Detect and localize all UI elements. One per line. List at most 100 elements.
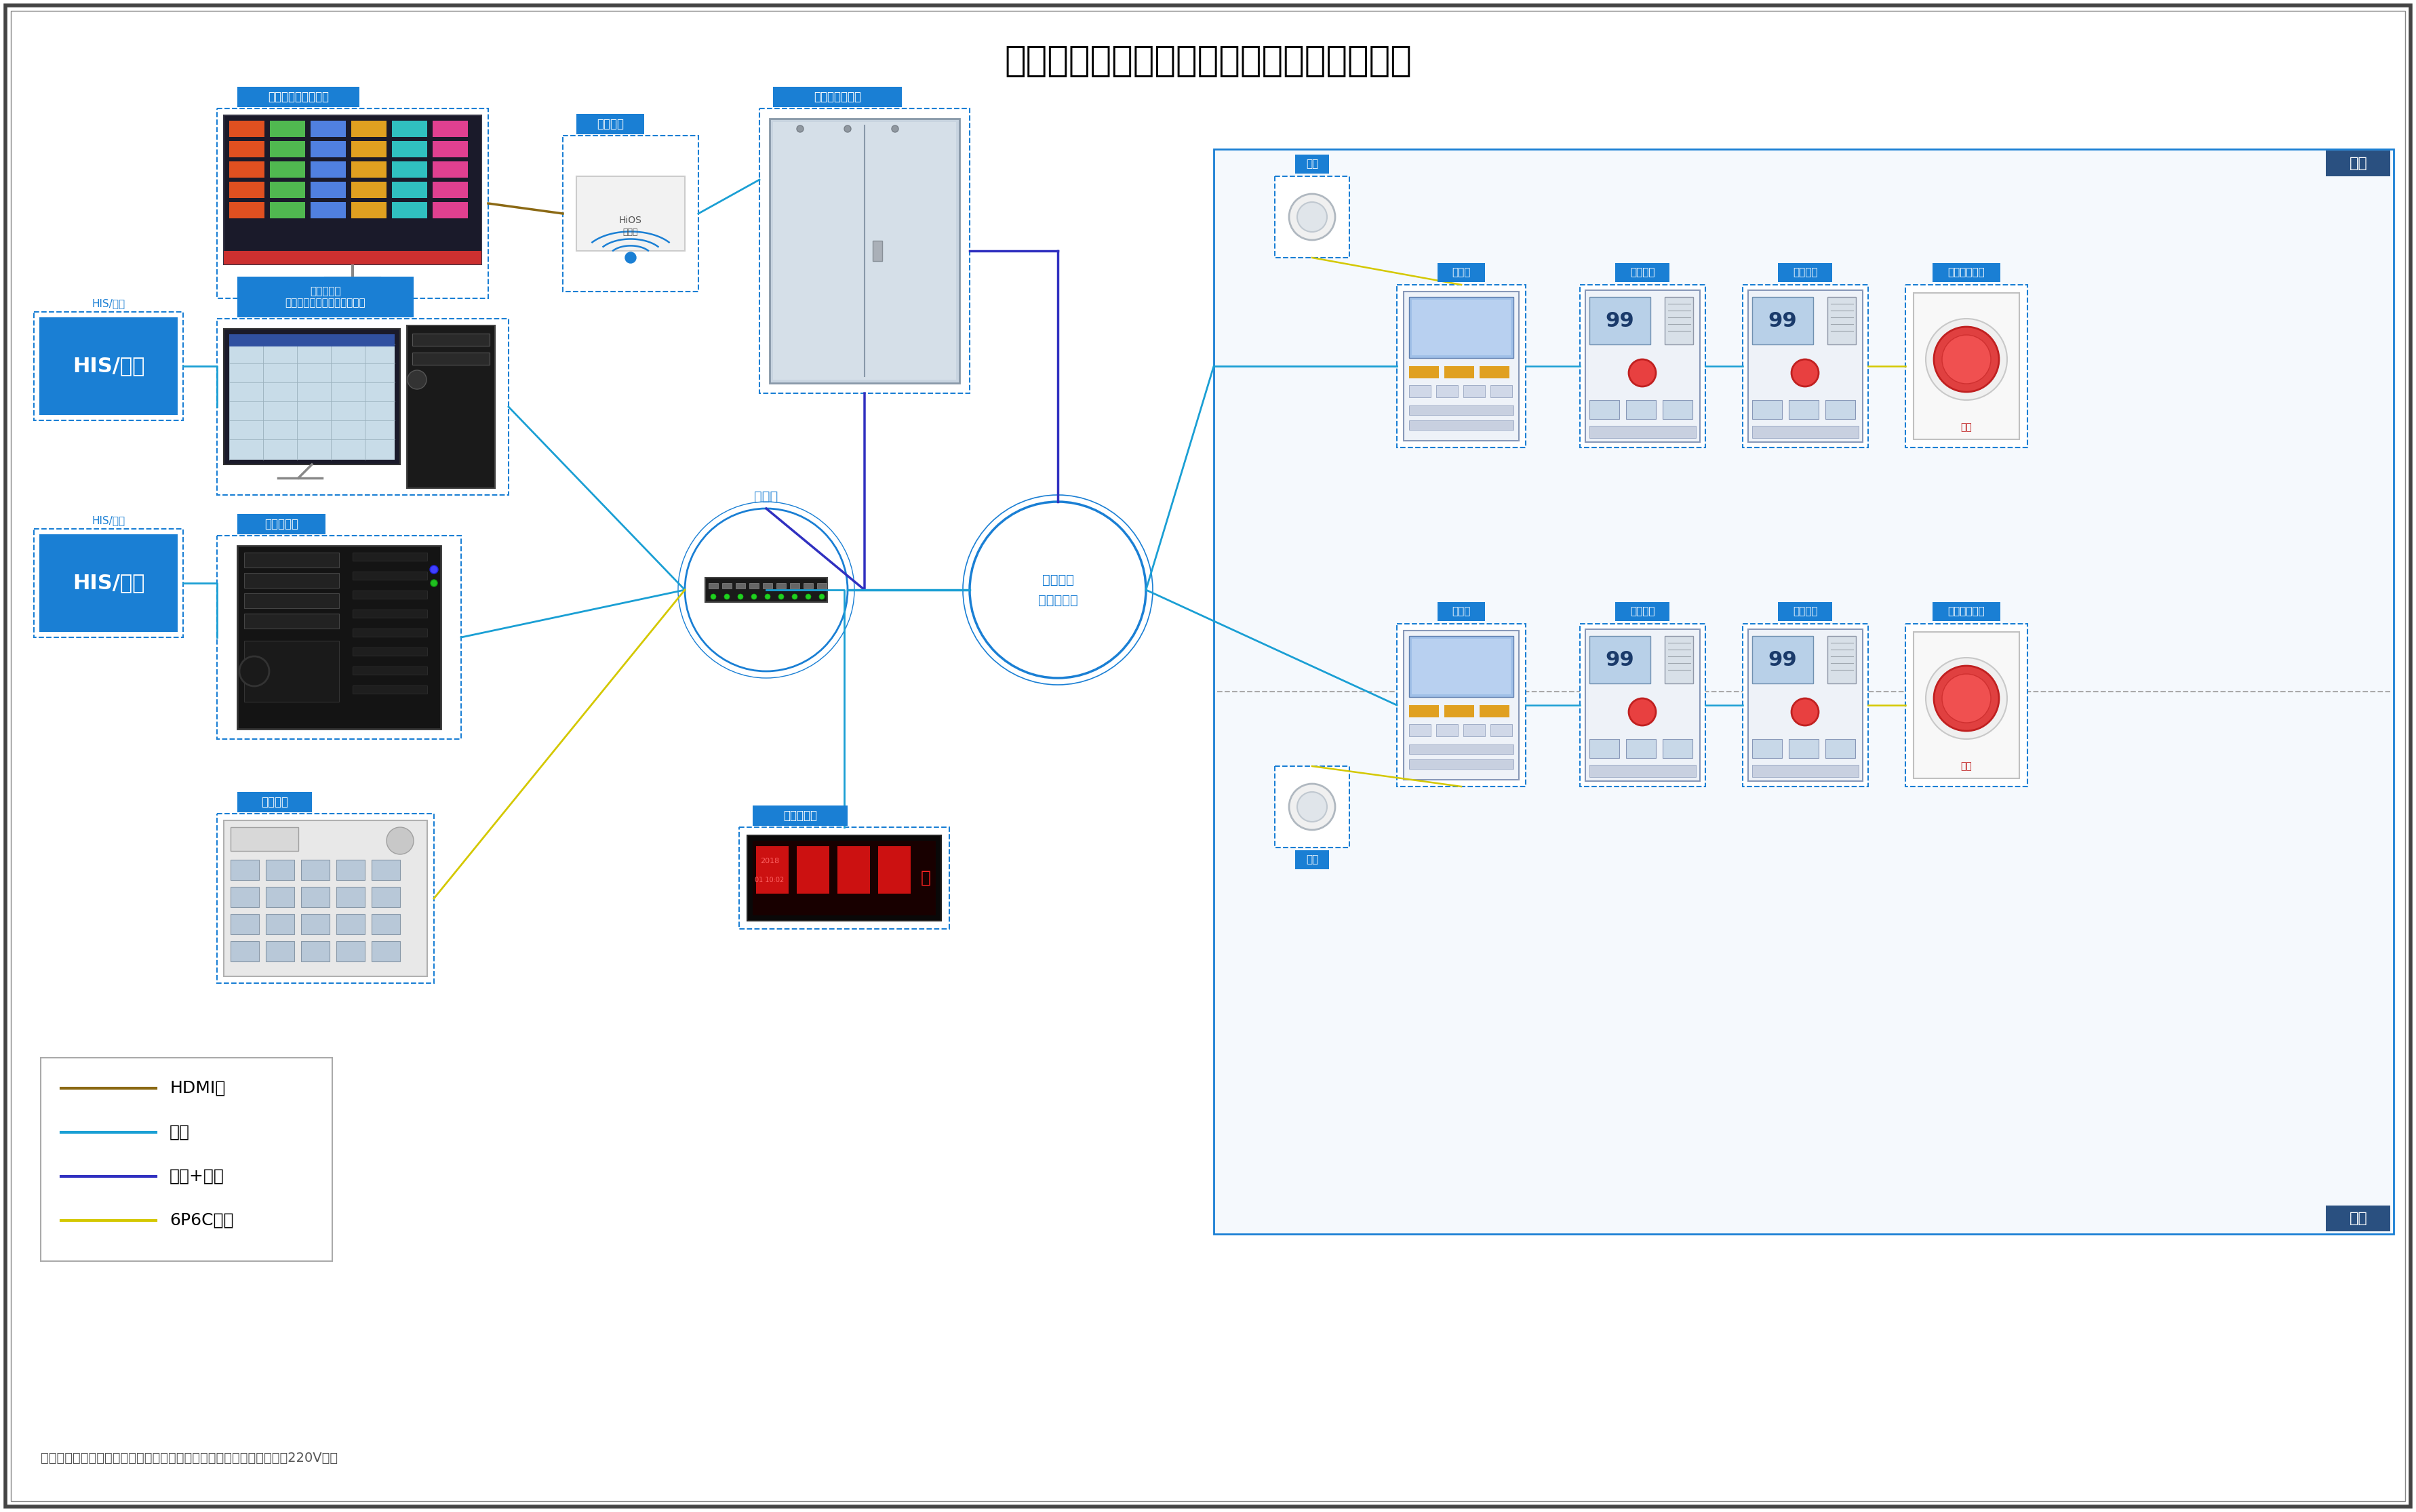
Bar — [312, 181, 345, 198]
Bar — [312, 162, 345, 177]
Bar — [350, 141, 387, 157]
Bar — [237, 277, 413, 318]
Bar — [413, 352, 490, 364]
Bar — [1665, 296, 1694, 345]
Bar — [1464, 386, 1486, 398]
Text: 防水紧急按钮: 防水紧急按钮 — [1947, 268, 1986, 278]
Bar — [1590, 426, 1696, 438]
Text: 床头分机: 床头分机 — [1631, 606, 1655, 617]
Circle shape — [626, 253, 635, 263]
Bar — [302, 860, 329, 880]
Bar — [225, 821, 428, 977]
Bar — [225, 251, 481, 265]
Circle shape — [1926, 658, 2008, 739]
Circle shape — [843, 125, 850, 132]
Text: 注：服务器、护士主机、信息看板、走廊显示屏、电源网络交换机均接220V电源: 注：服务器、护士主机、信息看板、走廊显示屏、电源网络交换机均接220V电源 — [41, 1452, 338, 1464]
Bar — [372, 940, 401, 962]
Bar — [1464, 724, 1486, 736]
Bar — [1778, 263, 1831, 283]
Bar — [230, 940, 259, 962]
Circle shape — [430, 565, 437, 573]
Text: 99: 99 — [1769, 311, 1798, 331]
Bar — [1295, 154, 1329, 174]
Text: 病房: 病房 — [2348, 157, 2368, 171]
Bar — [1491, 386, 1512, 398]
Text: 静: 静 — [920, 869, 930, 886]
Bar — [1752, 296, 1812, 345]
Bar — [1662, 401, 1694, 419]
Bar — [336, 888, 365, 907]
Bar — [1580, 624, 1706, 786]
Circle shape — [725, 594, 730, 599]
Bar — [372, 913, 401, 934]
Bar — [1826, 401, 1855, 419]
Bar — [737, 584, 744, 588]
Bar — [217, 109, 488, 298]
Bar — [391, 181, 428, 198]
Circle shape — [1926, 319, 2008, 401]
Bar — [1933, 263, 2000, 283]
Text: 盒智机: 盒智机 — [623, 228, 638, 237]
Bar — [1438, 602, 1486, 621]
Bar — [805, 584, 814, 588]
Bar — [1826, 296, 1855, 345]
Circle shape — [792, 594, 797, 599]
Bar — [877, 847, 911, 894]
Bar — [771, 118, 959, 383]
Text: 护士站电脑
（安装护士管理软件客户端）: 护士站电脑 （安装护士管理软件客户端） — [285, 286, 365, 308]
Bar — [1295, 850, 1329, 869]
Bar — [230, 860, 259, 880]
Bar — [336, 913, 365, 934]
Text: 病房: 病房 — [2348, 1211, 2368, 1225]
Circle shape — [1942, 674, 1991, 723]
Text: 信息看板（机项盒）: 信息看板（机项盒） — [268, 91, 329, 103]
Bar — [244, 614, 338, 629]
Text: HIS/外网: HIS/外网 — [92, 516, 126, 526]
Bar — [432, 181, 469, 198]
Bar — [1626, 739, 1655, 758]
Text: 01 10:02: 01 10:02 — [754, 877, 785, 883]
Circle shape — [819, 594, 824, 599]
Bar — [244, 552, 338, 567]
Bar — [230, 162, 263, 177]
Bar — [1396, 624, 1524, 786]
Circle shape — [1628, 699, 1655, 726]
Text: 护士主机: 护士主机 — [261, 795, 288, 809]
Bar — [1276, 177, 1351, 257]
Bar — [705, 578, 826, 602]
Bar — [1491, 724, 1512, 736]
Bar — [217, 813, 435, 983]
Bar — [350, 121, 387, 138]
Bar — [230, 913, 259, 934]
Circle shape — [1297, 792, 1326, 821]
Bar — [577, 177, 684, 251]
Bar — [754, 841, 935, 915]
Bar — [432, 162, 469, 177]
Text: 门灯: 门灯 — [1307, 854, 1319, 865]
Bar — [739, 827, 949, 928]
Text: 交换机: 交换机 — [754, 490, 778, 503]
Bar — [353, 552, 428, 561]
Bar — [230, 888, 259, 907]
Bar — [244, 593, 338, 608]
Bar — [776, 584, 785, 588]
Bar — [266, 888, 295, 907]
Bar — [1616, 263, 1669, 283]
Bar — [754, 806, 848, 826]
Bar — [1409, 296, 1512, 358]
Circle shape — [805, 594, 812, 599]
Bar — [1906, 284, 2027, 448]
Bar — [372, 888, 401, 907]
Bar — [266, 913, 295, 934]
Bar — [1411, 299, 1510, 355]
Bar — [1409, 366, 1440, 378]
Bar — [1590, 401, 1619, 419]
Bar — [372, 860, 401, 880]
Text: 分配交换机: 分配交换机 — [1039, 594, 1078, 606]
Bar — [1585, 290, 1701, 442]
Bar — [271, 203, 304, 218]
Bar — [244, 573, 338, 588]
Bar — [350, 162, 387, 177]
Bar — [1590, 296, 1650, 345]
Bar — [747, 835, 942, 921]
